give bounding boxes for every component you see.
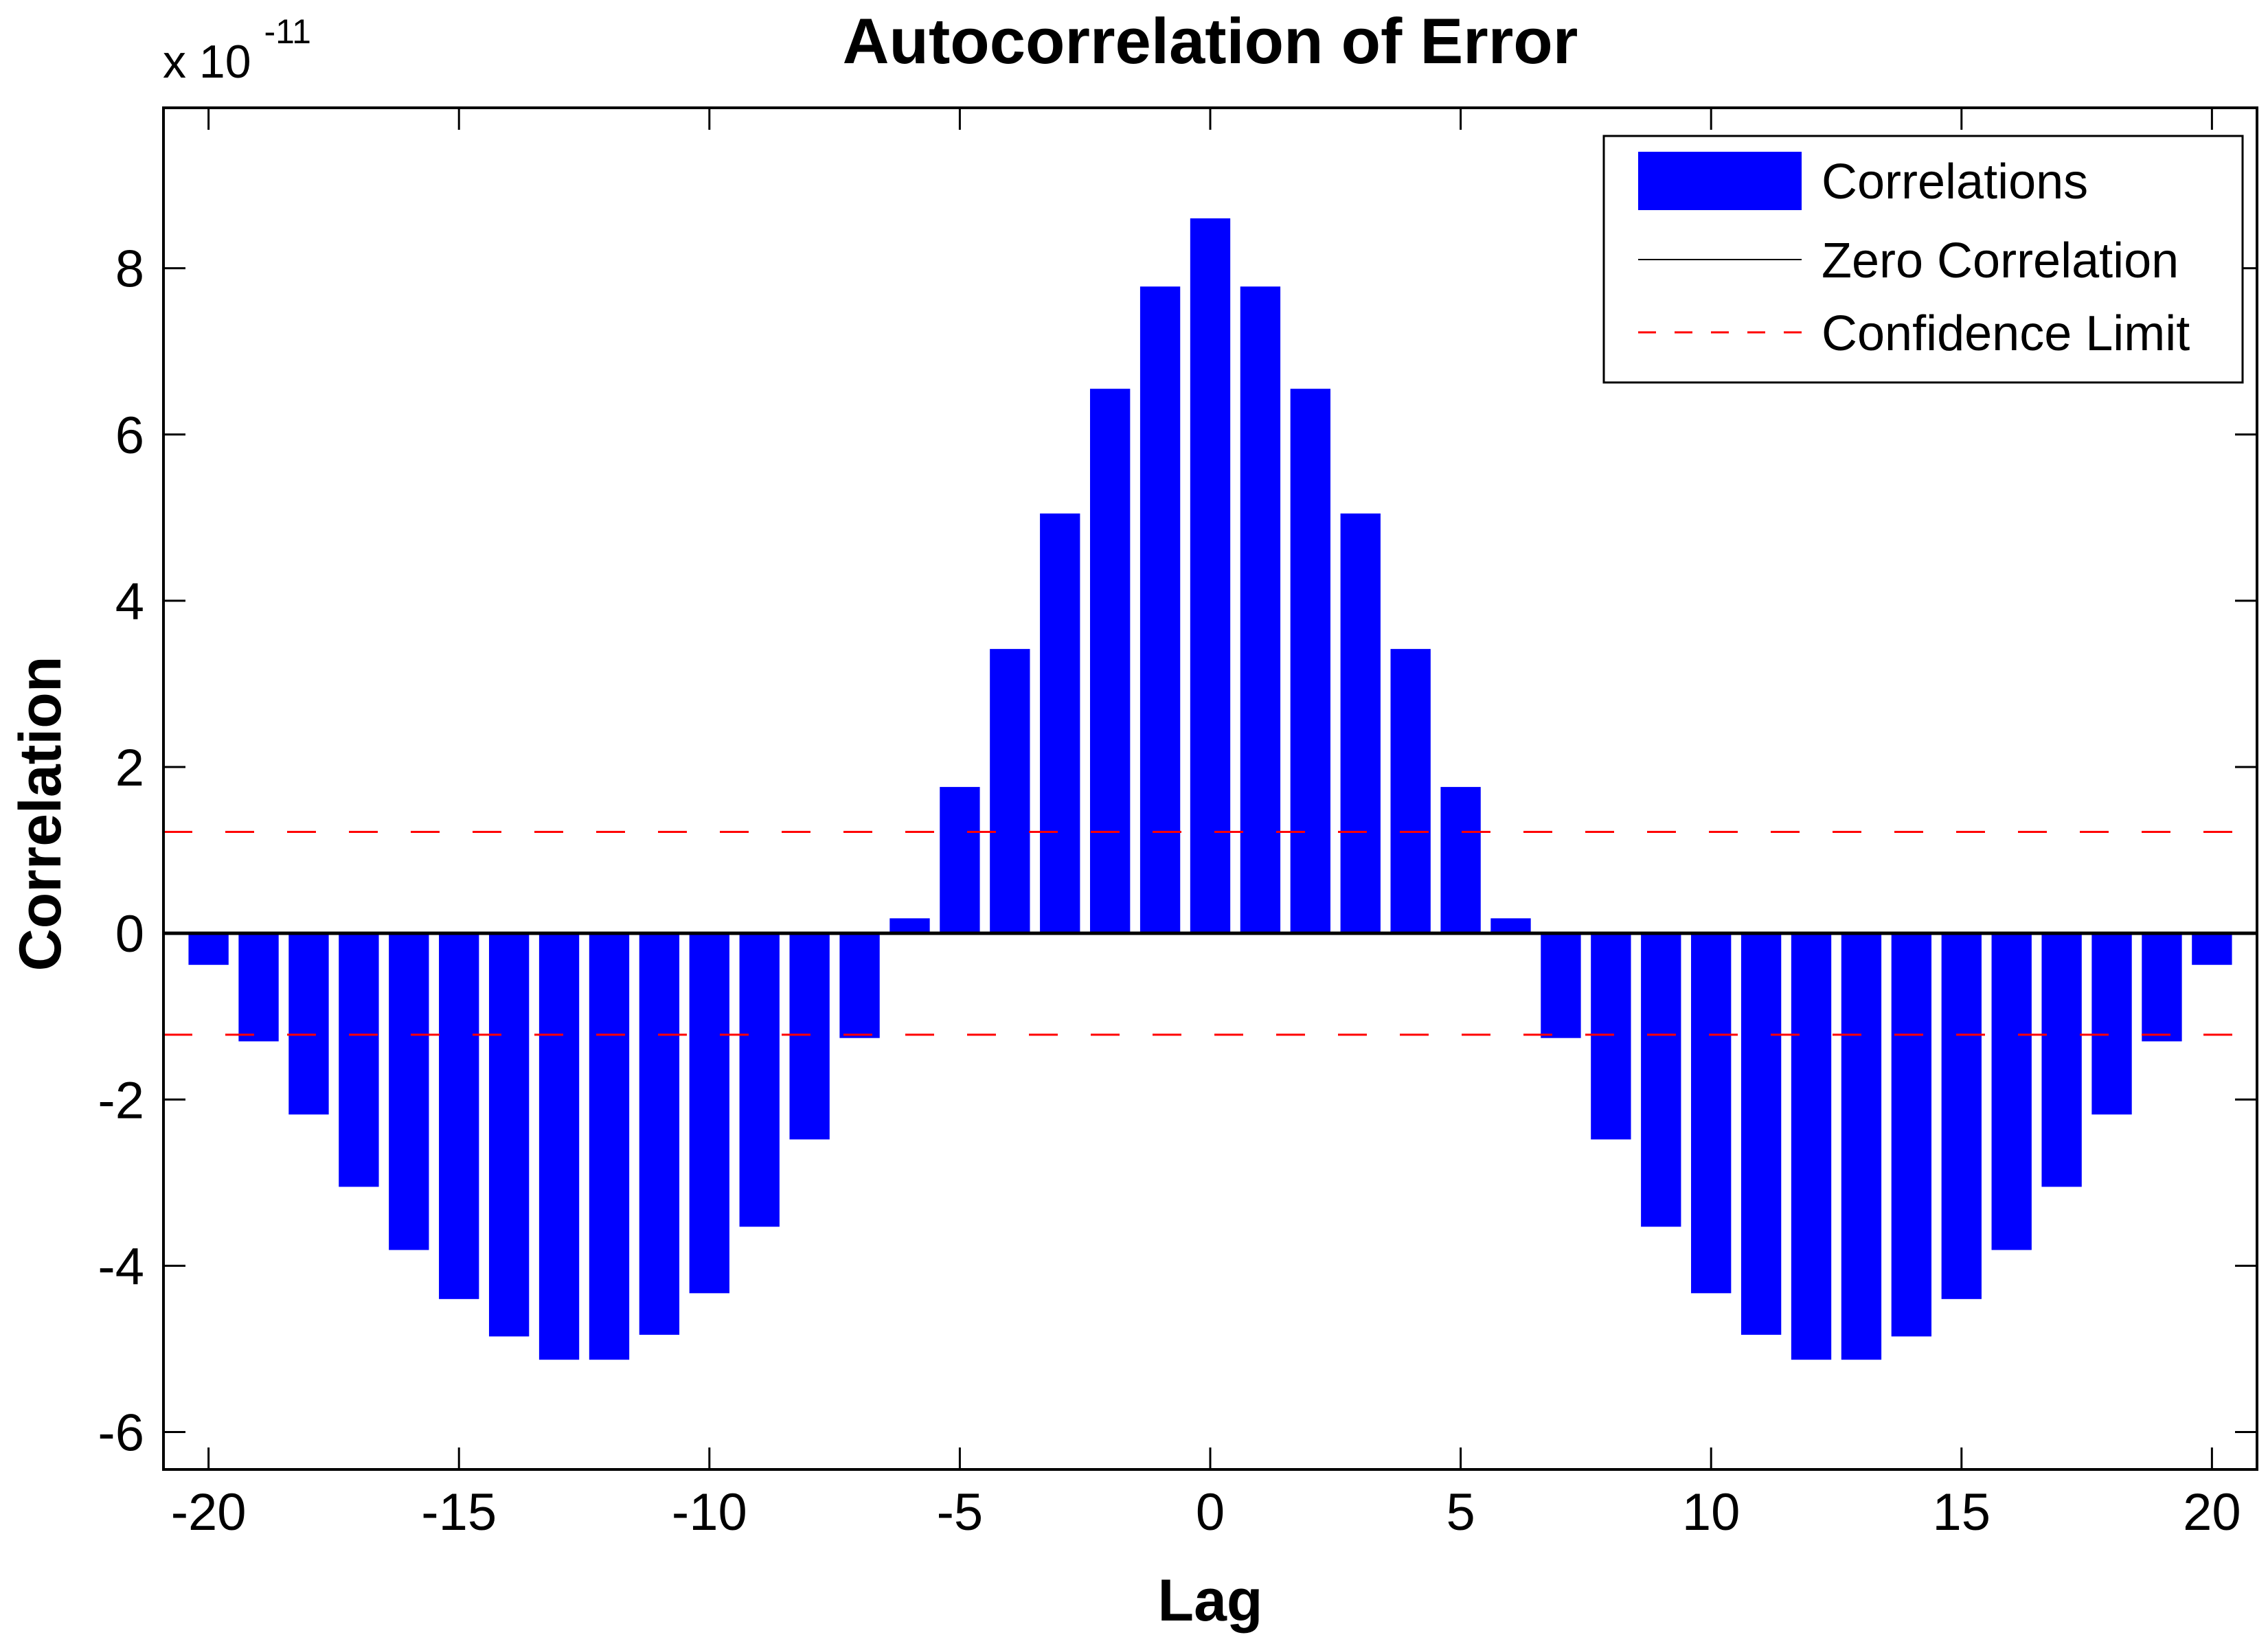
bar-lag-4	[1390, 649, 1431, 934]
x-tick-label--10: -10	[672, 1483, 747, 1542]
legend-label-zero-correlation: Zero Correlation	[1822, 233, 2179, 288]
x-tick-label-15: 15	[1933, 1483, 1991, 1542]
axis-ticks	[163, 108, 2257, 1469]
bar-lag-15	[1941, 933, 1982, 1299]
bar-lag--20	[188, 933, 229, 965]
bar-lag-5	[1440, 787, 1481, 934]
bar-lag-16	[1991, 933, 2032, 1250]
bar-lag-6	[1490, 918, 1531, 934]
plot-border	[162, 106, 2258, 1471]
bar-lag--12	[589, 933, 630, 1360]
y-tick-label--4: -4	[98, 1237, 144, 1296]
y-tick-label-0: 0	[115, 905, 144, 963]
bar-lag-11	[1740, 933, 1782, 1335]
bar-lag--1	[1139, 286, 1181, 934]
bar-lag-2	[1290, 389, 1331, 934]
y-axis-label: Correlation	[8, 656, 73, 972]
y-tick-label-4: 4	[115, 573, 144, 631]
x-axis-label: Lag	[1158, 1568, 1263, 1634]
bar-lag-17	[2041, 933, 2082, 1187]
bar-lag-3	[1340, 513, 1381, 934]
x-tick-label--5: -5	[937, 1483, 984, 1542]
bar-lag--11	[639, 933, 680, 1335]
y-tick-label--6: -6	[98, 1404, 144, 1463]
y-tick-label-8: 8	[115, 240, 144, 299]
y-tick-label-6: 6	[115, 407, 144, 465]
legend: Correlations Zero Correlation Confidence…	[1602, 135, 2244, 384]
bar-lag--15	[439, 933, 479, 1299]
bar-lag--3	[1040, 513, 1080, 934]
x-tick-label--15: -15	[421, 1483, 497, 1542]
bar-lag-14	[1891, 933, 1932, 1337]
bar-lag--7	[839, 933, 880, 1038]
bar-lag-12	[1791, 933, 1832, 1360]
bar-lag--19	[238, 933, 279, 1042]
bar-lag--9	[739, 933, 780, 1227]
chart-title: Autocorrelation of Error	[843, 5, 1578, 77]
bar-lag-19	[2142, 933, 2182, 1042]
x-tick-label--20: -20	[171, 1483, 247, 1542]
y-tick-label-2: 2	[115, 739, 144, 797]
x-tick-label-10: 10	[1682, 1483, 1740, 1542]
bar-lag--5	[940, 787, 980, 934]
bar-lag--13	[538, 933, 580, 1360]
bar-lag--8	[789, 933, 830, 1140]
bar-lag-9	[1641, 933, 1681, 1227]
legend-label-correlations: Correlations	[1822, 154, 2088, 209]
bar-lag-8	[1591, 933, 1631, 1140]
legend-swatch-correlations	[1638, 152, 1802, 210]
bar-lag--17	[339, 933, 379, 1187]
bar-series	[188, 218, 2232, 1360]
x-tick-label-5: 5	[1446, 1483, 1475, 1542]
bar-lag-20	[2192, 933, 2232, 965]
bar-lag-7	[1541, 933, 1581, 1038]
y-axis-multiplier-exponent: -11	[264, 12, 311, 51]
x-tick-label-0: 0	[1196, 1483, 1225, 1542]
bar-lag--16	[389, 933, 429, 1250]
bar-lag--10	[689, 933, 729, 1294]
bar-lag--4	[990, 649, 1030, 934]
bar-lag--2	[1089, 389, 1131, 934]
y-tick-labels: -6 -4 -2 0 2 4 6 8	[98, 240, 144, 1463]
y-axis-multiplier: x 10 -11	[163, 12, 311, 88]
bar-lag-0	[1190, 218, 1231, 934]
bar-lag-1	[1240, 286, 1281, 934]
bar-lag-18	[2091, 933, 2132, 1115]
legend-label-confidence-limit: Confidence Limit	[1822, 306, 2190, 361]
y-axis-multiplier-base: x 10	[163, 36, 251, 88]
bar-lag-10	[1691, 933, 1732, 1294]
bar-lag--6	[889, 918, 930, 934]
x-tick-label-20: 20	[2183, 1483, 2241, 1542]
x-tick-labels: -20 -15 -10 -5 0 5 10 15 20	[171, 1483, 2241, 1542]
y-tick-label--2: -2	[98, 1071, 144, 1130]
bar-lag-13	[1841, 933, 1882, 1360]
bar-lag--14	[488, 933, 530, 1337]
bar-lag--18	[288, 933, 329, 1115]
